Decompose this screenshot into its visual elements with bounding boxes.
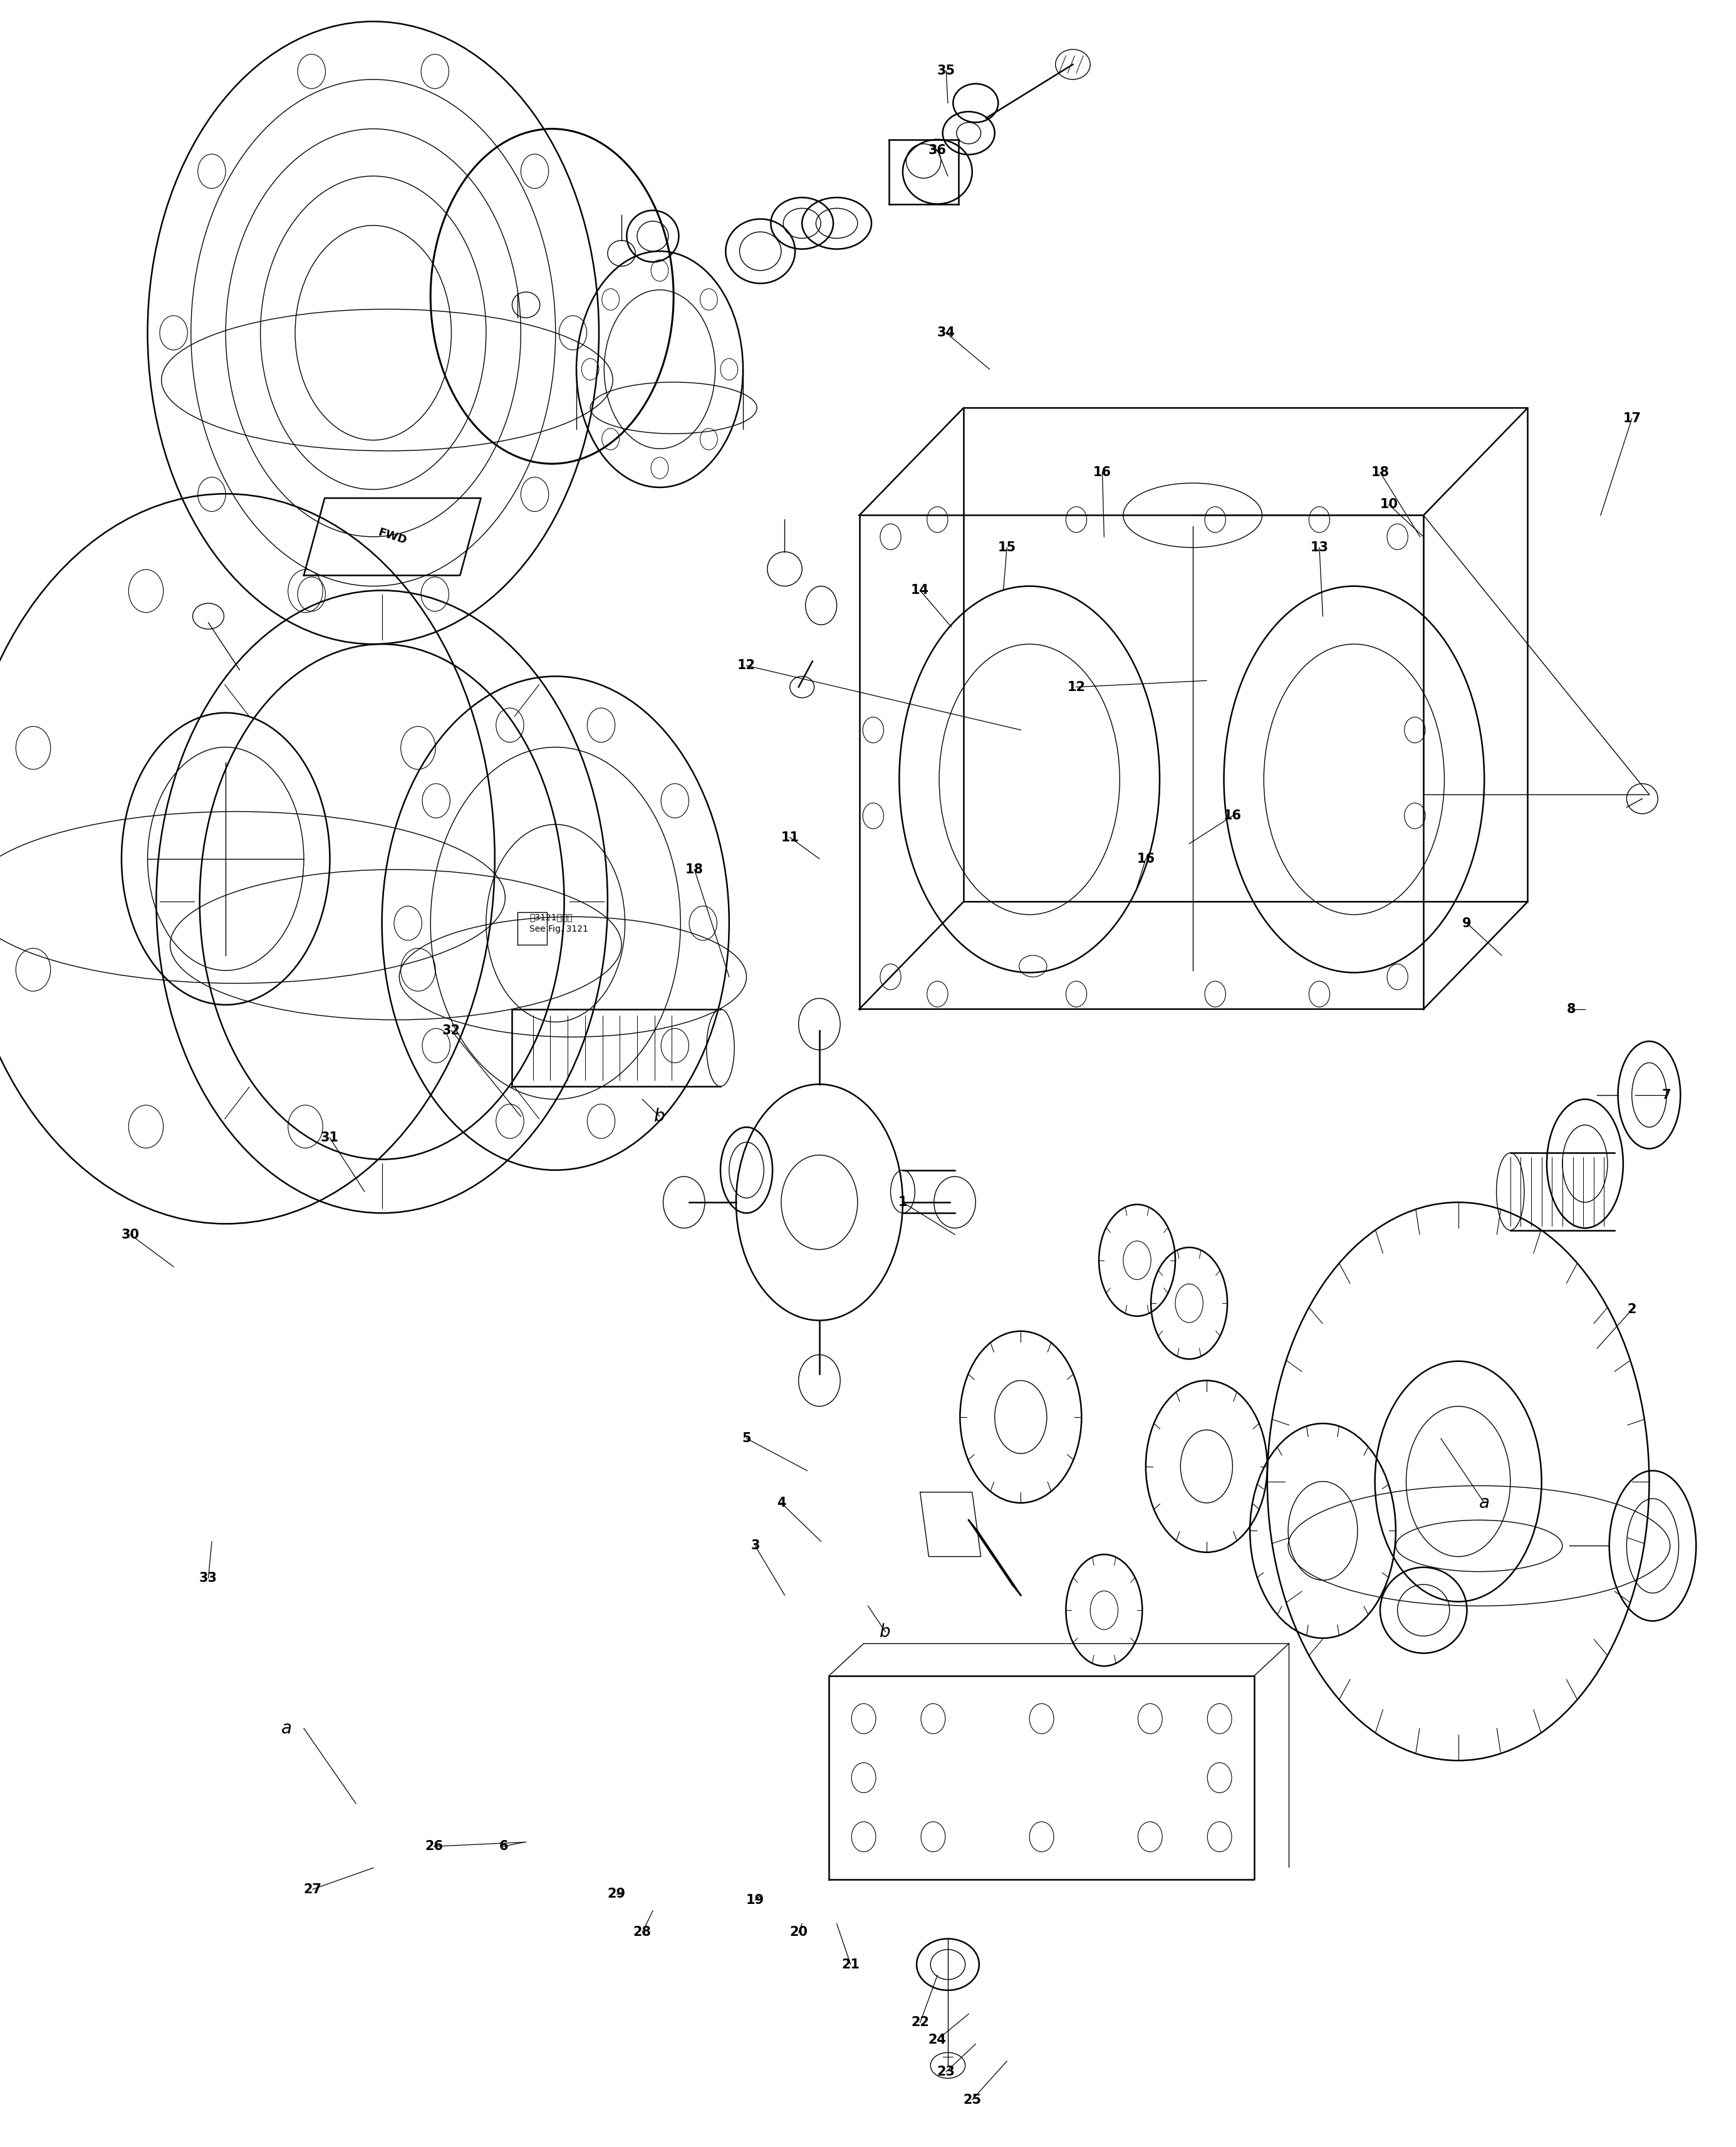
Text: 20: 20 <box>790 1926 807 1939</box>
Text: 8: 8 <box>1566 1003 1576 1016</box>
Text: 23: 23 <box>937 2065 955 2078</box>
Text: 7: 7 <box>1661 1089 1672 1101</box>
Text: 36: 36 <box>929 144 946 157</box>
Text: 第3121図参照
See Fig. 3121: 第3121図参照 See Fig. 3121 <box>529 912 589 934</box>
Text: 15: 15 <box>998 541 1016 554</box>
Text: a: a <box>1479 1494 1489 1511</box>
Text: 18: 18 <box>1371 466 1389 479</box>
Text: 21: 21 <box>842 1958 859 1971</box>
Text: 29: 29 <box>608 1887 625 1900</box>
Text: 18: 18 <box>686 863 703 876</box>
Text: FWD: FWD <box>377 526 408 547</box>
Text: a: a <box>281 1720 292 1737</box>
Text: 9: 9 <box>1462 917 1472 930</box>
Text: 4: 4 <box>776 1496 786 1509</box>
Text: 16: 16 <box>1224 809 1241 822</box>
Text: 33: 33 <box>200 1572 217 1584</box>
Text: 2: 2 <box>1627 1303 1637 1316</box>
Text: 16: 16 <box>1094 466 1111 479</box>
Text: b: b <box>654 1108 665 1125</box>
Text: 34: 34 <box>937 326 955 339</box>
Text: 28: 28 <box>634 1926 651 1939</box>
Text: 13: 13 <box>1311 541 1328 554</box>
Text: 32: 32 <box>443 1024 460 1037</box>
Text: b: b <box>880 1623 891 1640</box>
Text: 27: 27 <box>304 1883 321 1896</box>
Text: 35: 35 <box>937 64 955 77</box>
Text: 25: 25 <box>963 2093 981 2106</box>
Text: 12: 12 <box>738 659 755 672</box>
Text: 11: 11 <box>781 831 799 844</box>
Text: 24: 24 <box>929 2033 946 2046</box>
Text: 10: 10 <box>1380 498 1397 511</box>
Text: 26: 26 <box>425 1840 443 1853</box>
Text: 30: 30 <box>122 1228 139 1241</box>
Text: 14: 14 <box>911 584 929 597</box>
Text: 31: 31 <box>321 1131 339 1144</box>
Text: 16: 16 <box>1137 852 1154 865</box>
Text: 19: 19 <box>746 1894 764 1907</box>
Text: 6: 6 <box>498 1840 509 1853</box>
Text: 22: 22 <box>911 2016 929 2029</box>
Text: 17: 17 <box>1623 412 1641 425</box>
Text: 3: 3 <box>750 1539 760 1552</box>
Text: 12: 12 <box>1068 681 1085 693</box>
Text: 5: 5 <box>741 1432 752 1445</box>
Text: 1: 1 <box>898 1196 908 1209</box>
